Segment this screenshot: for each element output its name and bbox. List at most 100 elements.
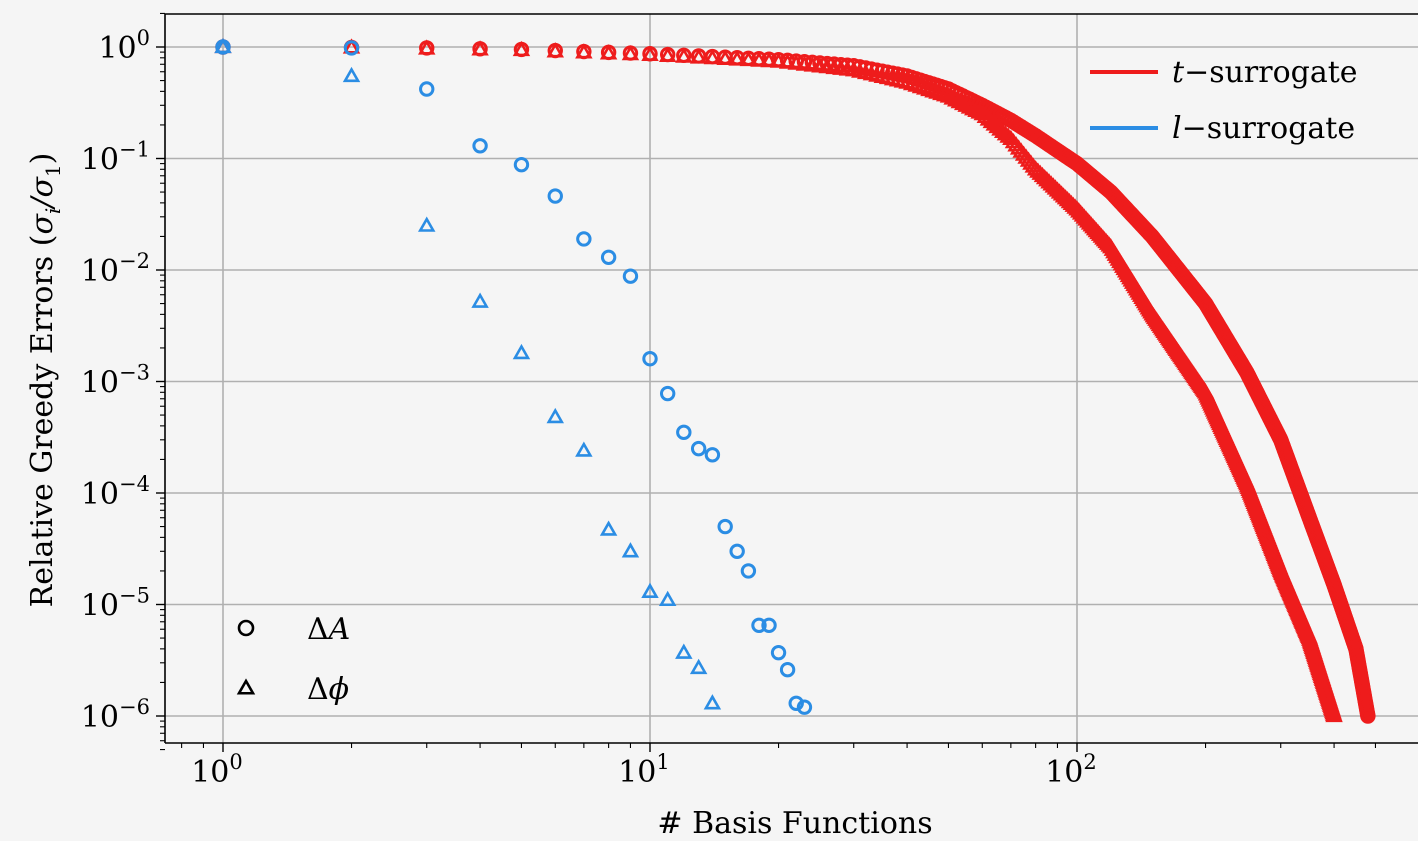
data-point xyxy=(795,55,814,71)
data-point xyxy=(676,424,692,441)
legend-marker-triangle xyxy=(236,678,256,695)
x-tick-label-exp: 1 xyxy=(656,750,669,774)
series-t-triangle xyxy=(214,37,1343,723)
data-point xyxy=(419,81,435,97)
y-axis-label: Relative Greedy Errors (σi/σ1) xyxy=(25,153,65,608)
series-l-circle xyxy=(215,39,813,715)
legend-marker-label: ΔA xyxy=(307,612,350,647)
y-tick-label-base: 10 xyxy=(81,589,119,624)
y-axis-label-text: Relative Greedy Errors ( xyxy=(25,235,60,608)
data-point xyxy=(779,662,796,678)
data-point xyxy=(417,216,436,232)
data-point xyxy=(740,563,757,579)
y-tick-label-base: 10 xyxy=(81,366,119,401)
y-axis-label-slash-sigma: /σ xyxy=(25,176,60,211)
y-tick-label: 100 xyxy=(98,26,150,66)
data-point xyxy=(770,644,787,661)
data-point xyxy=(575,43,593,59)
y-axis-label-sigma-i: σ xyxy=(25,213,60,235)
data-point xyxy=(600,249,617,265)
data-point xyxy=(599,520,618,536)
data-point xyxy=(739,50,758,67)
y-tick-label-exp: −6 xyxy=(119,695,150,719)
y-tick-label-base: 10 xyxy=(81,700,119,735)
data-point xyxy=(658,590,677,607)
legend-marker-greek: Δ xyxy=(307,672,329,707)
data-point xyxy=(967,101,985,118)
data-point xyxy=(1325,706,1343,723)
data-point xyxy=(716,49,734,65)
data-point xyxy=(513,156,530,173)
data-point xyxy=(599,44,618,60)
plot-marks xyxy=(214,37,1376,724)
y-tick-label-exp: −4 xyxy=(119,472,150,496)
legend-label-var: l xyxy=(1172,111,1182,146)
data-point xyxy=(659,385,676,402)
data-point xyxy=(472,138,488,154)
series-t-circle xyxy=(215,39,1376,724)
y-tick-label-base: 10 xyxy=(81,477,119,512)
legend-marker-var: ϕ xyxy=(329,672,349,707)
data-point xyxy=(512,40,531,57)
y-axis-label-sub-1: 1 xyxy=(41,164,65,177)
ticks xyxy=(156,12,1377,752)
y-tick-label-exp: −2 xyxy=(119,249,150,273)
y-axis-label-close: ) xyxy=(25,153,60,165)
data-point xyxy=(1360,708,1376,724)
data-point xyxy=(717,518,733,535)
marker-legend: ΔA Δϕ xyxy=(236,612,350,707)
series-l-triangle xyxy=(214,37,722,710)
data-point xyxy=(641,45,659,62)
data-point xyxy=(924,82,942,98)
data-point xyxy=(658,46,677,62)
data-point xyxy=(979,110,998,126)
data-point xyxy=(729,543,745,560)
data-point xyxy=(214,37,232,54)
y-axis-label-sub-i: i xyxy=(41,208,65,214)
y-tick-label-exp: −1 xyxy=(119,138,150,162)
y-tick-label: 10−4 xyxy=(81,472,150,512)
data-point xyxy=(769,52,788,68)
data-point xyxy=(916,79,934,95)
y-tick-label-exp: −5 xyxy=(119,584,150,608)
data-point xyxy=(761,617,777,634)
legend-label-rest: −surrogate xyxy=(1184,55,1358,90)
legend-marker-label: Δϕ xyxy=(307,672,349,707)
data-point xyxy=(575,441,593,457)
y-tick-label-base: 10 xyxy=(81,143,119,178)
data-point xyxy=(976,107,995,123)
data-point xyxy=(342,38,361,54)
data-point xyxy=(689,48,708,64)
data-point xyxy=(343,40,360,56)
data-point xyxy=(964,100,982,116)
x-tick-label-base: 10 xyxy=(191,755,229,790)
data-point xyxy=(928,83,946,99)
legend-label-var: t xyxy=(1172,55,1185,90)
data-point xyxy=(957,96,975,112)
data-point xyxy=(703,49,722,65)
data-point xyxy=(690,440,707,457)
x-tick-label-base: 10 xyxy=(1045,755,1083,790)
x-tick-label-exp: 2 xyxy=(1083,750,1096,774)
x-tick-label-exp: 0 xyxy=(229,750,242,774)
grid xyxy=(165,14,1418,743)
data-point xyxy=(803,56,822,72)
data-point xyxy=(796,699,813,715)
data-point xyxy=(778,53,797,69)
data-point xyxy=(728,50,746,66)
legend-label: l−surrogate xyxy=(1172,111,1355,146)
data-point xyxy=(546,407,565,424)
data-point xyxy=(920,80,938,97)
data-point xyxy=(621,45,640,61)
data-point xyxy=(642,351,658,367)
data-point xyxy=(689,658,708,675)
x-axis-label: # Basis Functions xyxy=(657,806,932,841)
data-point xyxy=(641,582,659,598)
legend-label-rest: −surrogate xyxy=(1182,111,1356,146)
y-tick-label: 10−2 xyxy=(81,249,150,289)
data-point xyxy=(939,87,958,103)
data-point xyxy=(675,47,693,63)
data-point xyxy=(751,617,767,634)
data-point xyxy=(471,40,489,56)
